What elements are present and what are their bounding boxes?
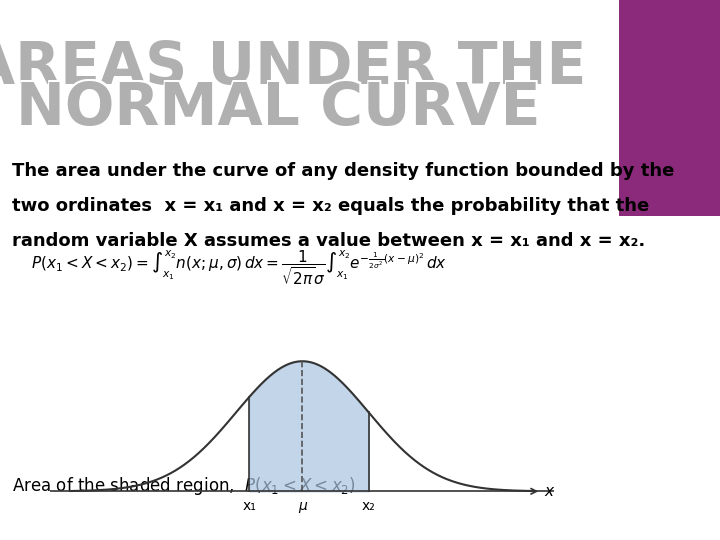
Text: AREAS UNDER THE: AREAS UNDER THE bbox=[0, 40, 585, 97]
Text: NORMAL CURVE: NORMAL CURVE bbox=[15, 78, 540, 136]
Text: AREAS UNDER THE: AREAS UNDER THE bbox=[0, 39, 587, 96]
Text: Area of the shaded region,  $P(x_1 < X < x_2)$: Area of the shaded region, $P(x_1 < X < … bbox=[12, 475, 356, 497]
Text: two ordinates  x = x₁ and x = x₂ equals the probability that the: two ordinates x = x₁ and x = x₂ equals t… bbox=[12, 197, 649, 215]
Text: The area under the curve of any density function bounded by the: The area under the curve of any density … bbox=[12, 162, 675, 180]
Text: x₁: x₁ bbox=[243, 500, 256, 514]
Text: NORMAL CURVE: NORMAL CURVE bbox=[17, 79, 541, 137]
Text: NORMAL CURVE: NORMAL CURVE bbox=[17, 78, 542, 136]
Text: μ: μ bbox=[298, 500, 307, 514]
Text: AREAS UNDER THE: AREAS UNDER THE bbox=[0, 38, 588, 95]
Text: x: x bbox=[544, 484, 554, 499]
Text: AREAS UNDER THE: AREAS UNDER THE bbox=[0, 40, 588, 97]
Text: $P(x_1 < X < x_2) = \int_{x_1}^{x_2} n(x;\mu,\sigma)\,dx = \dfrac{1}{\sqrt{2\pi}: $P(x_1 < X < x_2) = \int_{x_1}^{x_2} n(x… bbox=[31, 248, 447, 287]
Text: x₂: x₂ bbox=[362, 500, 376, 514]
Text: NORMAL CURVE: NORMAL CURVE bbox=[17, 80, 542, 138]
Text: NORMAL CURVE: NORMAL CURVE bbox=[15, 80, 540, 138]
Text: random variable X assumes a value between x = x₁ and x = x₂.: random variable X assumes a value betwee… bbox=[12, 232, 646, 250]
Text: AREAS UNDER THE: AREAS UNDER THE bbox=[0, 38, 585, 95]
